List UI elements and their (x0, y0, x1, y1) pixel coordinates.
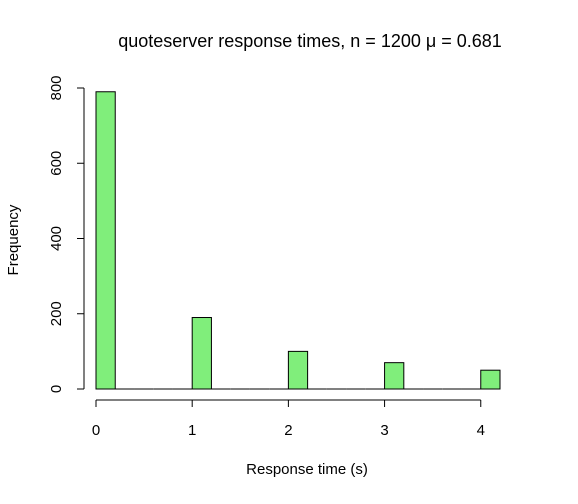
histogram-bar (480, 369, 501, 390)
histogram-bar (384, 362, 405, 390)
y-axis-label: Frequency (5, 204, 22, 275)
y-tick-label: 800 (48, 75, 65, 100)
histogram-bar (191, 317, 212, 390)
x-tick-label: 1 (188, 422, 196, 439)
x-axis-label: Response time (s) (246, 461, 368, 478)
y-axis: 0 200 400 600 800 (48, 75, 85, 393)
histogram-bar (287, 350, 309, 390)
x-tick-label: 4 (477, 422, 485, 439)
bars-group (95, 91, 501, 390)
y-tick-label: 400 (48, 226, 65, 251)
x-tick-label: 0 (92, 422, 100, 439)
histogram-bar (95, 91, 116, 390)
y-tick-label: 600 (48, 151, 65, 176)
y-tick-label: 200 (48, 301, 65, 326)
y-tick-label: 0 (48, 385, 65, 393)
x-axis: 0 1 2 3 4 (92, 399, 485, 439)
chart-title: quoteserver response times, n = 1200 μ =… (118, 31, 502, 51)
x-tick-label: 3 (380, 422, 388, 439)
x-tick-label: 2 (284, 422, 292, 439)
